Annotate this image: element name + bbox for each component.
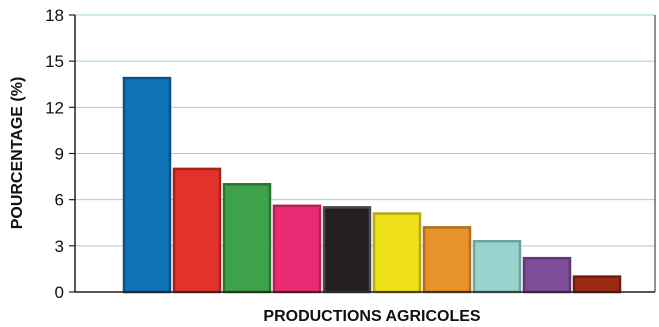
x-axis-title: PRODUCTIONS AGRICOLES	[263, 308, 481, 325]
y-tick-label: 18	[45, 6, 64, 25]
y-axis-title: POURCENTAGE (%)	[9, 77, 26, 230]
y-ticks: 0 3 6 9 12 15 18	[45, 6, 75, 302]
y-tick-label: 0	[55, 283, 64, 302]
bar-8	[472, 239, 522, 294]
y-tick-label: 3	[55, 237, 64, 256]
bar-1	[122, 76, 172, 294]
y-tick-label: 6	[55, 191, 64, 210]
bar-7	[422, 226, 472, 294]
bar-3	[222, 183, 272, 294]
bar-6	[372, 212, 422, 294]
bar-5	[322, 206, 372, 294]
y-tick-label: 12	[45, 98, 64, 117]
bar-9	[522, 256, 572, 294]
bars	[122, 76, 622, 294]
bar-10	[572, 275, 622, 294]
bar-4	[272, 204, 322, 294]
bar-2	[172, 167, 222, 294]
y-tick-label: 9	[55, 145, 64, 164]
gridlines	[75, 14, 655, 247]
y-tick-label: 15	[45, 52, 64, 71]
